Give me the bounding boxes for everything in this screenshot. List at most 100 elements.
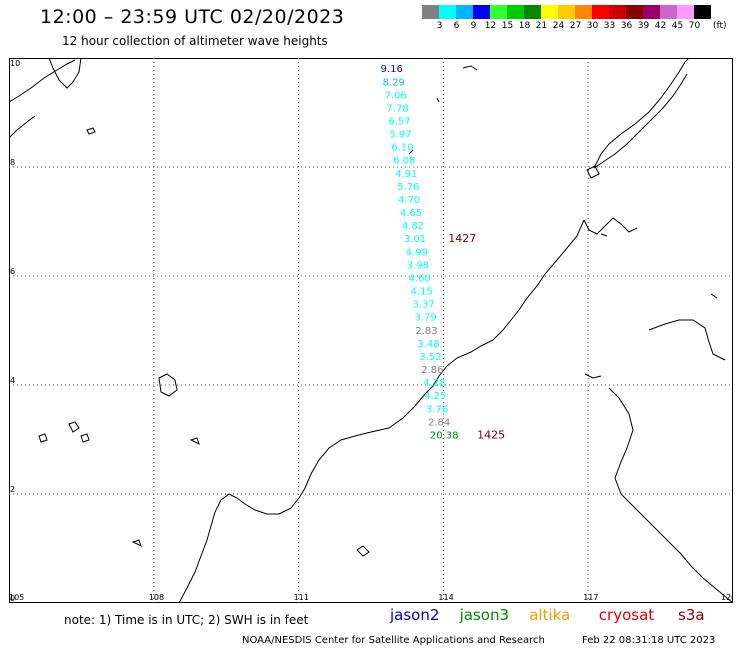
swh-value-label: 5.97 [389, 130, 411, 141]
anambas-islands [68, 421, 90, 443]
map-frame [9, 58, 733, 603]
y-tick-label: 8 [10, 158, 15, 167]
altimeter-track: 9.16 8.29 7.06 7.78 6.57 5.97 6.10 6.08 4.91 5.76… [381, 64, 459, 441]
palawan-coastline [593, 58, 690, 169]
leizhou-peninsula [48, 58, 82, 89]
swh-value-label: 4.60 [409, 273, 431, 284]
footnote: note: 1) Time is in UTC; 2) SWH is in fe… [64, 613, 309, 627]
swh-value-label: 4.70 [398, 195, 420, 206]
legend-swatch [643, 5, 660, 19]
coastlines [9, 58, 733, 603]
legend-label: 18 [518, 21, 531, 31]
swh-value-label: 3.52 [419, 352, 441, 363]
legend-swatch [456, 5, 473, 19]
borneo-coastline [178, 219, 585, 603]
swh-value-label: 6.57 [388, 116, 410, 127]
legend-swatch [626, 5, 643, 19]
swh-value-label: 4.28 [423, 378, 445, 389]
legend-label: 30 [586, 21, 599, 31]
east-borneo-coast [608, 387, 733, 603]
legend-swatch [490, 5, 507, 19]
x-tick-label: 117 [583, 593, 598, 602]
x-tick-label: 108 [149, 593, 164, 602]
legend-label: 12 [484, 21, 497, 31]
color-legend: 3 6 9 12 15 18 21 24 27 30 33 36 39 42 45 70 (ft) [422, 5, 727, 33]
balabac-islands [586, 165, 600, 179]
swh-value-label: 4.82 [402, 221, 424, 232]
legend-labels: 3 6 9 12 15 18 21 24 27 30 33 36 39 42 45 70 (ft) [422, 19, 727, 33]
legend-label: 21 [535, 21, 548, 31]
legend-label: 24 [552, 21, 565, 31]
generated-timestamp: Feb 22 08:31:18 UTC 2023 [582, 635, 716, 646]
swh-value-label: 4.15 [411, 287, 433, 298]
axis-labels: 105 108 111 114 117 120 0 2 4 6 8 10 [9, 59, 733, 603]
legend-swatch [507, 5, 524, 19]
legend-label: 3 [436, 21, 443, 31]
legend-swatch [422, 5, 439, 19]
reef-marks [408, 65, 718, 379]
legend-color-bar [422, 5, 711, 19]
legend-swatch [677, 5, 694, 19]
swh-value-label: 6.10 [391, 143, 413, 154]
wave-height-map: 105 108 111 114 117 120 0 2 4 6 8 10 9.16 8.29 7.06 7.… [9, 58, 733, 603]
swh-value-label: 3.76 [426, 404, 448, 415]
swh-value-label: 7.06 [385, 90, 407, 101]
swh-value-label: 6.08 [393, 156, 415, 167]
y-tick-label: 6 [10, 267, 15, 276]
y-tick-label: 0 [10, 594, 15, 603]
pass-time-label: 1425 [477, 428, 505, 441]
swh-value-label: 5.76 [397, 182, 419, 193]
swh-value-label: 3.01 [404, 234, 426, 245]
small-island [86, 127, 96, 135]
legend-swatch [592, 5, 609, 19]
y-tick-label: 2 [10, 485, 15, 494]
swh-value-label: 3.37 [413, 300, 435, 311]
swh-value-label: 9.16 [381, 64, 403, 75]
legend-swatch [558, 5, 575, 19]
swh-value-label: 4.65 [400, 208, 422, 219]
swh-value-label: 8.29 [383, 77, 405, 88]
swh-value-label: 4.25 [424, 391, 446, 402]
legend-unit: (ft) [713, 21, 727, 31]
swh-value-label: 4.99 [406, 247, 428, 258]
scattered-islands [38, 433, 370, 557]
legend-label: 15 [501, 21, 514, 31]
legend-swatch [694, 5, 711, 19]
swh-value-label: 7.78 [386, 103, 408, 114]
legend-label: 39 [637, 21, 650, 31]
china-coastline [9, 59, 76, 103]
natuna-island [158, 373, 178, 397]
swh-value-label: 3.79 [414, 313, 436, 324]
x-tick-label: 120 [721, 593, 733, 602]
x-tick-label: 105 [9, 593, 24, 602]
swh-value-label: 2.83 [415, 326, 437, 337]
satellite-name-cryosat: cryosat [598, 606, 655, 624]
swh-value-label: 20.38 [430, 430, 459, 441]
swh-value-label: 2.86 [421, 365, 443, 376]
pass-time-labels: 1427 1425 [448, 232, 505, 441]
page-subtitle: 12 hour collection of altimeter wave hei… [62, 34, 328, 48]
legend-label: 70 [688, 21, 701, 31]
swh-value-label: 2.84 [428, 417, 450, 428]
swh-value-label: 3.48 [417, 339, 439, 350]
legend-swatch [609, 5, 626, 19]
satellite-name-jason3: jason3 [459, 606, 509, 624]
legend-swatch [524, 5, 541, 19]
credit-line: NOAA/NESDIS Center for Satellite Applica… [242, 635, 545, 646]
y-tick-label: 4 [10, 376, 15, 385]
pass-time-label: 1427 [448, 232, 476, 245]
legend-label: 9 [470, 21, 477, 31]
legend-label: 6 [453, 21, 460, 31]
sabah-coast [648, 319, 726, 361]
x-tick-label: 111 [294, 593, 309, 602]
swh-value-label: 3.98 [407, 260, 429, 271]
swh-value-label: 4.91 [395, 169, 417, 180]
legend-label: 27 [569, 21, 582, 31]
y-tick-label: 10 [10, 59, 20, 68]
legend-label: 42 [654, 21, 667, 31]
legend-swatch [660, 5, 677, 19]
legend-swatch [473, 5, 490, 19]
satellite-name-altika: altika [529, 606, 571, 624]
legend-label: 45 [671, 21, 684, 31]
hainan-coast [9, 115, 36, 139]
